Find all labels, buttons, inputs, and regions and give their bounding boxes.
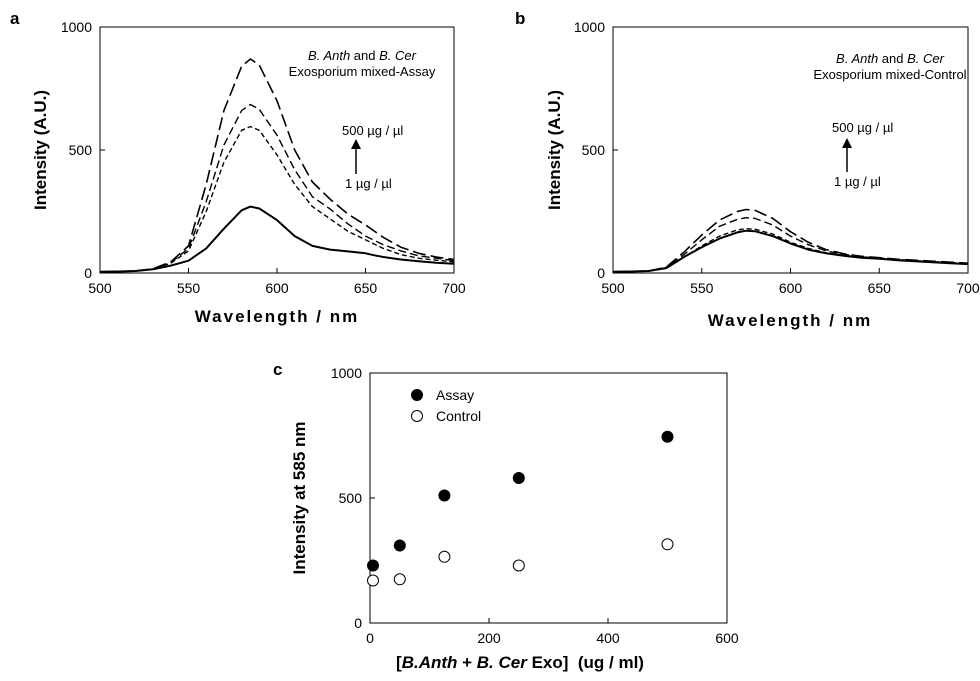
panel-letter-a: a [10, 9, 20, 28]
x-axis-label-c-plus: + [457, 653, 476, 672]
spectrum-line-b-3 [612, 216, 969, 273]
assay-point [367, 559, 379, 572]
y-tick-label-a: 1000 [61, 19, 92, 35]
x-tick-label-b: 700 [956, 280, 980, 296]
x-tick-label-b: 600 [779, 280, 803, 296]
y-axis-label-a: Intensity (A.U.) [31, 90, 50, 210]
x-axis-label-c-bracket: [ [396, 653, 402, 672]
y-tick-label-a: 500 [69, 142, 93, 158]
control-point [367, 574, 379, 587]
y-tick-label-a: 0 [84, 265, 92, 281]
control-point [393, 573, 406, 586]
annotation-and-b: and [878, 51, 907, 66]
y-axis-label-c: Intensity at 585 nm [290, 421, 309, 574]
spectrum-line-b-2 [612, 227, 969, 273]
annotation-line1-a: B. Anth and B. Cer [308, 48, 417, 63]
spectrum-line-b-4 [612, 208, 969, 273]
x-tick-label-a: 700 [442, 280, 466, 296]
spectrum-line-a-4 [99, 58, 455, 273]
x-tick-label-b: 650 [868, 280, 892, 296]
x-tick-label-a: 500 [88, 280, 112, 296]
assay-point [661, 430, 674, 443]
x-axis-label-c-rest: Exo] (ug / ml) [527, 653, 644, 672]
series-group-a [99, 58, 455, 273]
annotation-line2-a: Exosporium mixed-Assay [289, 64, 436, 79]
control-point [661, 538, 674, 551]
arrow-head-a [351, 139, 361, 149]
legend-label-assay: Assay [436, 387, 474, 403]
legend-marker-assay [411, 389, 423, 401]
x-tick-label-a: 550 [177, 280, 201, 296]
arrow-bottom-label-a: 1 µg / µl [345, 176, 392, 191]
x-tick-label-a: 650 [354, 280, 378, 296]
assay-point [438, 489, 451, 502]
x-axis-label-a: Wavelength / nm [195, 307, 359, 326]
y-axis-label-b: Intensity (A.U.) [545, 90, 564, 210]
annotation-species2-a: B. Cer [379, 48, 417, 63]
x-tick-label-b: 550 [690, 280, 714, 296]
assay-point [393, 539, 406, 552]
series-group-b [612, 208, 969, 273]
annotation-species2-b: B. Cer [907, 51, 945, 66]
y-tick-label-b: 0 [597, 265, 605, 281]
x-tick-label-b: 500 [601, 280, 625, 296]
legend-label-control: Control [436, 408, 481, 424]
panel-c: c 0 200 400 600 0 500 1000 Intensity at 585 nm… [273, 360, 739, 672]
assay-point [512, 472, 525, 484]
arrow-top-label-b: 500 µg / µl [832, 120, 893, 135]
annotation-species1-a: B. Anth [308, 48, 350, 63]
plot-frame-c [369, 372, 728, 624]
x-tick-label-c: 400 [596, 630, 620, 646]
x-axis-label-b: Wavelength / nm [708, 311, 872, 330]
x-axis-label-c-species2: B. Cer [477, 653, 528, 672]
spectrum-line-a-2 [99, 125, 455, 273]
control-point [512, 559, 525, 572]
annotation-and-a: and [350, 48, 379, 63]
series-group-c [367, 430, 674, 587]
arrow-top-label-a: 500 µg / µl [342, 123, 403, 138]
spectrum-line-a-1 [99, 205, 455, 273]
y-tick-label-c: 500 [339, 490, 363, 506]
x-tick-label-c: 600 [715, 630, 739, 646]
y-tick-label-c: 1000 [331, 365, 362, 381]
y-tick-label-c: 0 [354, 615, 362, 631]
arrow-bottom-label-b: 1 µg / µl [834, 174, 881, 189]
x-tick-label-c: 200 [477, 630, 501, 646]
y-tick-label-b: 500 [582, 142, 606, 158]
annotation-line2-b: Exosporium mixed-Control [813, 67, 966, 82]
axis-ticks-c: 0 200 400 600 0 500 1000 [331, 365, 739, 646]
x-axis-label-c: [B.Anth + B. Cer Exo] (ug / ml) [396, 653, 644, 672]
annotation-line1-b: B. Anth and B. Cer [836, 51, 945, 66]
panel-letter-c: c [273, 360, 282, 379]
y-tick-label-b: 1000 [574, 19, 605, 35]
control-point [438, 550, 451, 563]
arrow-head-b [842, 138, 852, 148]
x-tick-label-a: 600 [265, 280, 289, 296]
x-axis-label-c-species1: B.Anth [402, 653, 458, 672]
annotation-species1-b: B. Anth [836, 51, 878, 66]
legend-marker-control [411, 410, 423, 422]
legend-c: Assay Control [411, 387, 481, 424]
x-tick-label-c: 0 [366, 630, 374, 646]
panel-letter-b: b [515, 9, 525, 28]
